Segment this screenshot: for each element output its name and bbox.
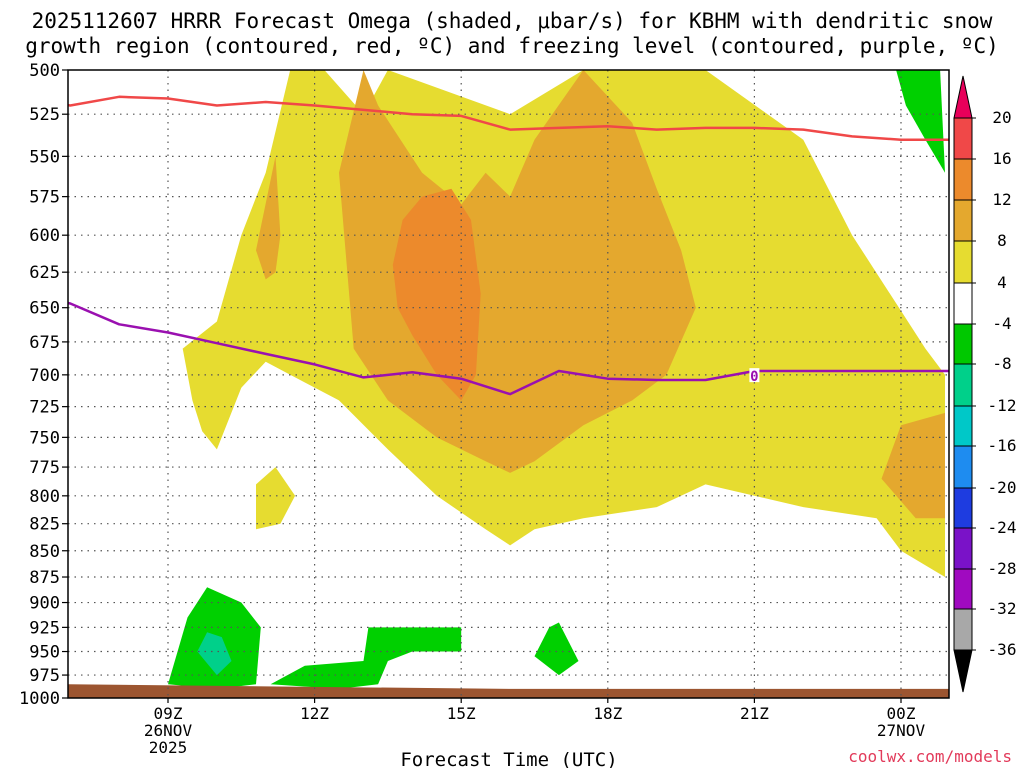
colorbar-label: 16: [992, 149, 1011, 168]
colorbar-segment: [953, 117, 973, 160]
colorbar-label: -12: [988, 396, 1017, 415]
y-tick-label: 950: [29, 643, 60, 663]
y-tick-label: 650: [29, 299, 60, 319]
x-axis-title: Forecast Time (UTC): [400, 749, 617, 768]
omega-region-mod-up: [881, 412, 945, 519]
chart-title-line-2: growth region (contoured, red, ºC) and f…: [25, 34, 999, 58]
omega-region-weak-down: [270, 627, 462, 689]
omega-region-strong-up: [392, 188, 481, 401]
colorbar-label: -32: [988, 599, 1017, 618]
colorbar-segment: [953, 487, 973, 529]
colorbar-label: -16: [988, 436, 1017, 455]
x-tick-label: 00Z: [887, 704, 916, 723]
y-tick-label: 825: [29, 515, 60, 535]
y-tick-label: 675: [29, 333, 60, 353]
colorbar-segment: [953, 363, 973, 407]
x-tick-date-label: 26NOV: [144, 721, 193, 740]
y-tick-label: 600: [29, 226, 60, 246]
omega-region-weak-down: [896, 70, 945, 173]
y-tick-label: 700: [29, 366, 60, 386]
contour-label-bg: [749, 368, 760, 383]
x-tick-year-label: 2025: [149, 738, 188, 757]
x-tick-label: 09Z: [154, 704, 183, 723]
y-tick-label: 750: [29, 428, 60, 448]
y-tick-label: 625: [29, 263, 60, 283]
colorbar-bottom-arrow: [953, 649, 973, 693]
dendritic-growth-contour: [68, 95, 949, 141]
colorbar-top-arrow: [953, 75, 973, 119]
y-tick-label: 550: [29, 147, 60, 167]
y-tick-label: 975: [29, 666, 60, 686]
plot-frame: [67, 69, 950, 699]
y-tick-label: 525: [29, 105, 60, 125]
colorbar-segment: [953, 282, 973, 325]
colorbar-segment: [953, 240, 973, 284]
colorbar-segment: [953, 445, 973, 489]
x-tick-label: 21Z: [740, 704, 769, 723]
colorbar-label: -36: [988, 640, 1017, 659]
colorbar-segment: [953, 608, 973, 651]
colorbar-segment: [953, 568, 973, 610]
x-tick-label: 12Z: [300, 704, 329, 723]
colorbar-label: -4: [992, 314, 1011, 333]
colorbar-label: 8: [997, 231, 1007, 250]
freezing-contour-label: 0: [750, 369, 758, 385]
colorbar-label: -28: [988, 559, 1017, 578]
y-tick-label: 575: [29, 188, 60, 208]
credit-link[interactable]: coolwx.com/models: [848, 747, 1012, 766]
omega-region-weak-up: [256, 467, 296, 530]
colorbar-segment: [953, 158, 973, 201]
colorbar-label: 12: [992, 190, 1011, 209]
y-tick-label: 800: [29, 487, 60, 507]
y-tick-label: 850: [29, 542, 60, 562]
colorbar-segment: [953, 323, 973, 365]
colorbar-label: 20: [992, 108, 1011, 127]
x-tick-label: 15Z: [447, 704, 476, 723]
colorbar-segment: [953, 199, 973, 242]
omega-region-mod-down: [197, 632, 232, 676]
colorbar-label: -8: [992, 354, 1011, 373]
y-tick-label: 775: [29, 458, 60, 478]
y-tick-label: 500: [29, 61, 60, 81]
x-tick-label: 18Z: [593, 704, 622, 723]
colorbar-label: -20: [988, 478, 1017, 497]
omega-region-mod-up: [256, 156, 281, 280]
terrain-fill: [68, 684, 949, 698]
omega-region-mod-up: [339, 70, 696, 473]
omega-region-weak-down: [534, 622, 579, 676]
chart-title-line-1: 2025112607 HRRR Forecast Omega (shaded, …: [31, 9, 993, 33]
y-tick-label: 1000: [19, 689, 60, 709]
colorbar-segment: [953, 405, 973, 447]
y-tick-label: 900: [29, 594, 60, 614]
y-tick-label: 875: [29, 568, 60, 588]
colorbar-label: -24: [988, 518, 1017, 537]
y-tick-label: 925: [29, 618, 60, 638]
x-tick-date-label: 27NOV: [877, 721, 926, 740]
colorbar-segment: [953, 527, 973, 570]
y-tick-label: 725: [29, 398, 60, 418]
colorbar-label: 4: [997, 273, 1007, 292]
freezing-level-contour: [68, 301, 949, 396]
